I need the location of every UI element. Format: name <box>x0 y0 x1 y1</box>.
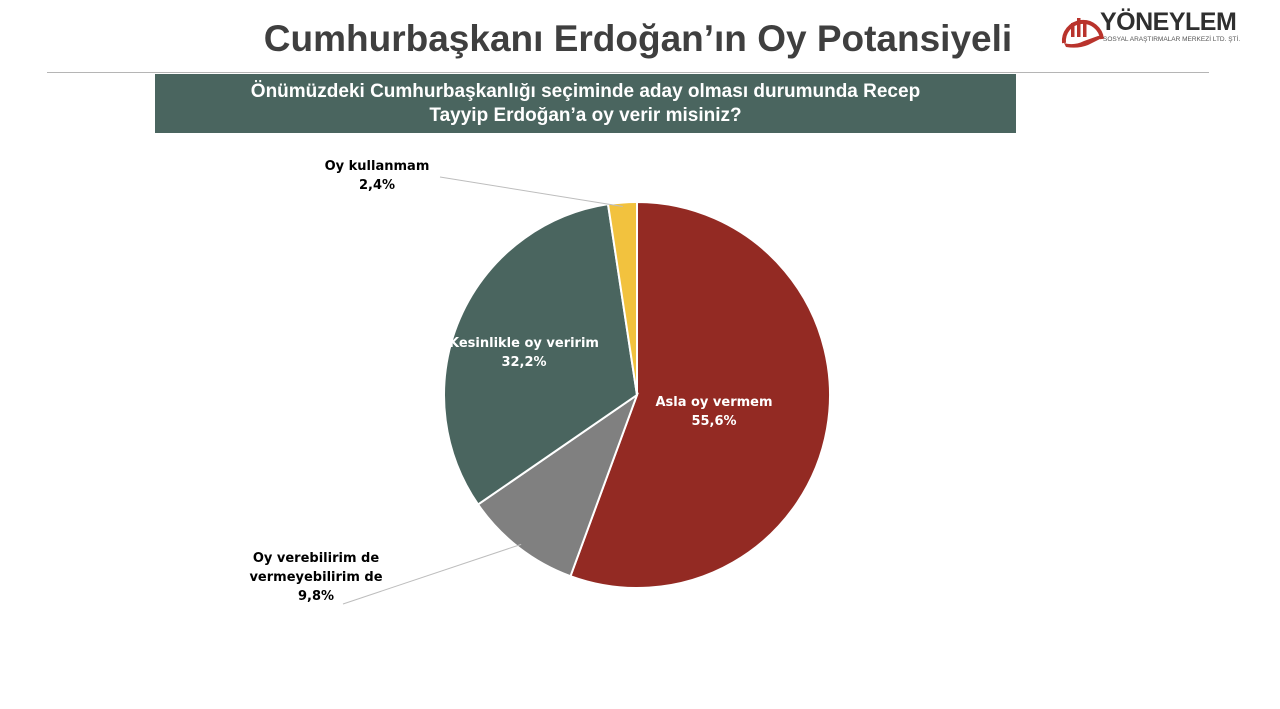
leader-line-oy-kullanmam <box>439 176 623 208</box>
pie-slice-kesinlikle-oy-veririm <box>443 203 639 506</box>
question-text: Önümüzdeki Cumhurbaşkanlığı seçiminde ad… <box>250 80 921 126</box>
logo-name: YÖNEYLEM <box>1100 8 1237 36</box>
data-label-kesinlikle-oy-veririm: Kesinlikle oy veririm 32,2% <box>449 336 599 370</box>
page-title: Cumhurbaşkanı Erdoğan’ın Oy Potansiyeli <box>263 18 1013 59</box>
leader-line-oy-verebilirim-de-vermeyebilirim-de <box>342 543 522 605</box>
question-banner: Önümüzdeki Cumhurbaşkanlığı seçiminde ad… <box>155 74 1016 133</box>
data-label-asla-oy-vermem: Asla oy vermem 55,6% <box>655 395 772 429</box>
data-label-oy-verebilirim-de-vermeyebilirim-de: Oy verebilirim de vermeyebilirim de 9,8% <box>249 551 382 604</box>
title-divider <box>47 72 1209 73</box>
pie-slice-oy-verebilirim-de-vermeyebilirim-de <box>476 392 640 578</box>
company-logo: YÖNEYLEM SOSYAL ARAŞTIRMALAR MERKEZİ LTD… <box>1058 3 1258 49</box>
data-label-oy-kullanmam: Oy kullanmam 2,4% <box>325 159 430 193</box>
logo-mark-icon <box>1061 18 1104 48</box>
logo-subtitle: SOSYAL ARAŞTIRMALAR MERKEZİ LTD. ŞTİ. <box>1103 36 1241 43</box>
pie-slice-asla-oy-vermem <box>569 200 831 589</box>
